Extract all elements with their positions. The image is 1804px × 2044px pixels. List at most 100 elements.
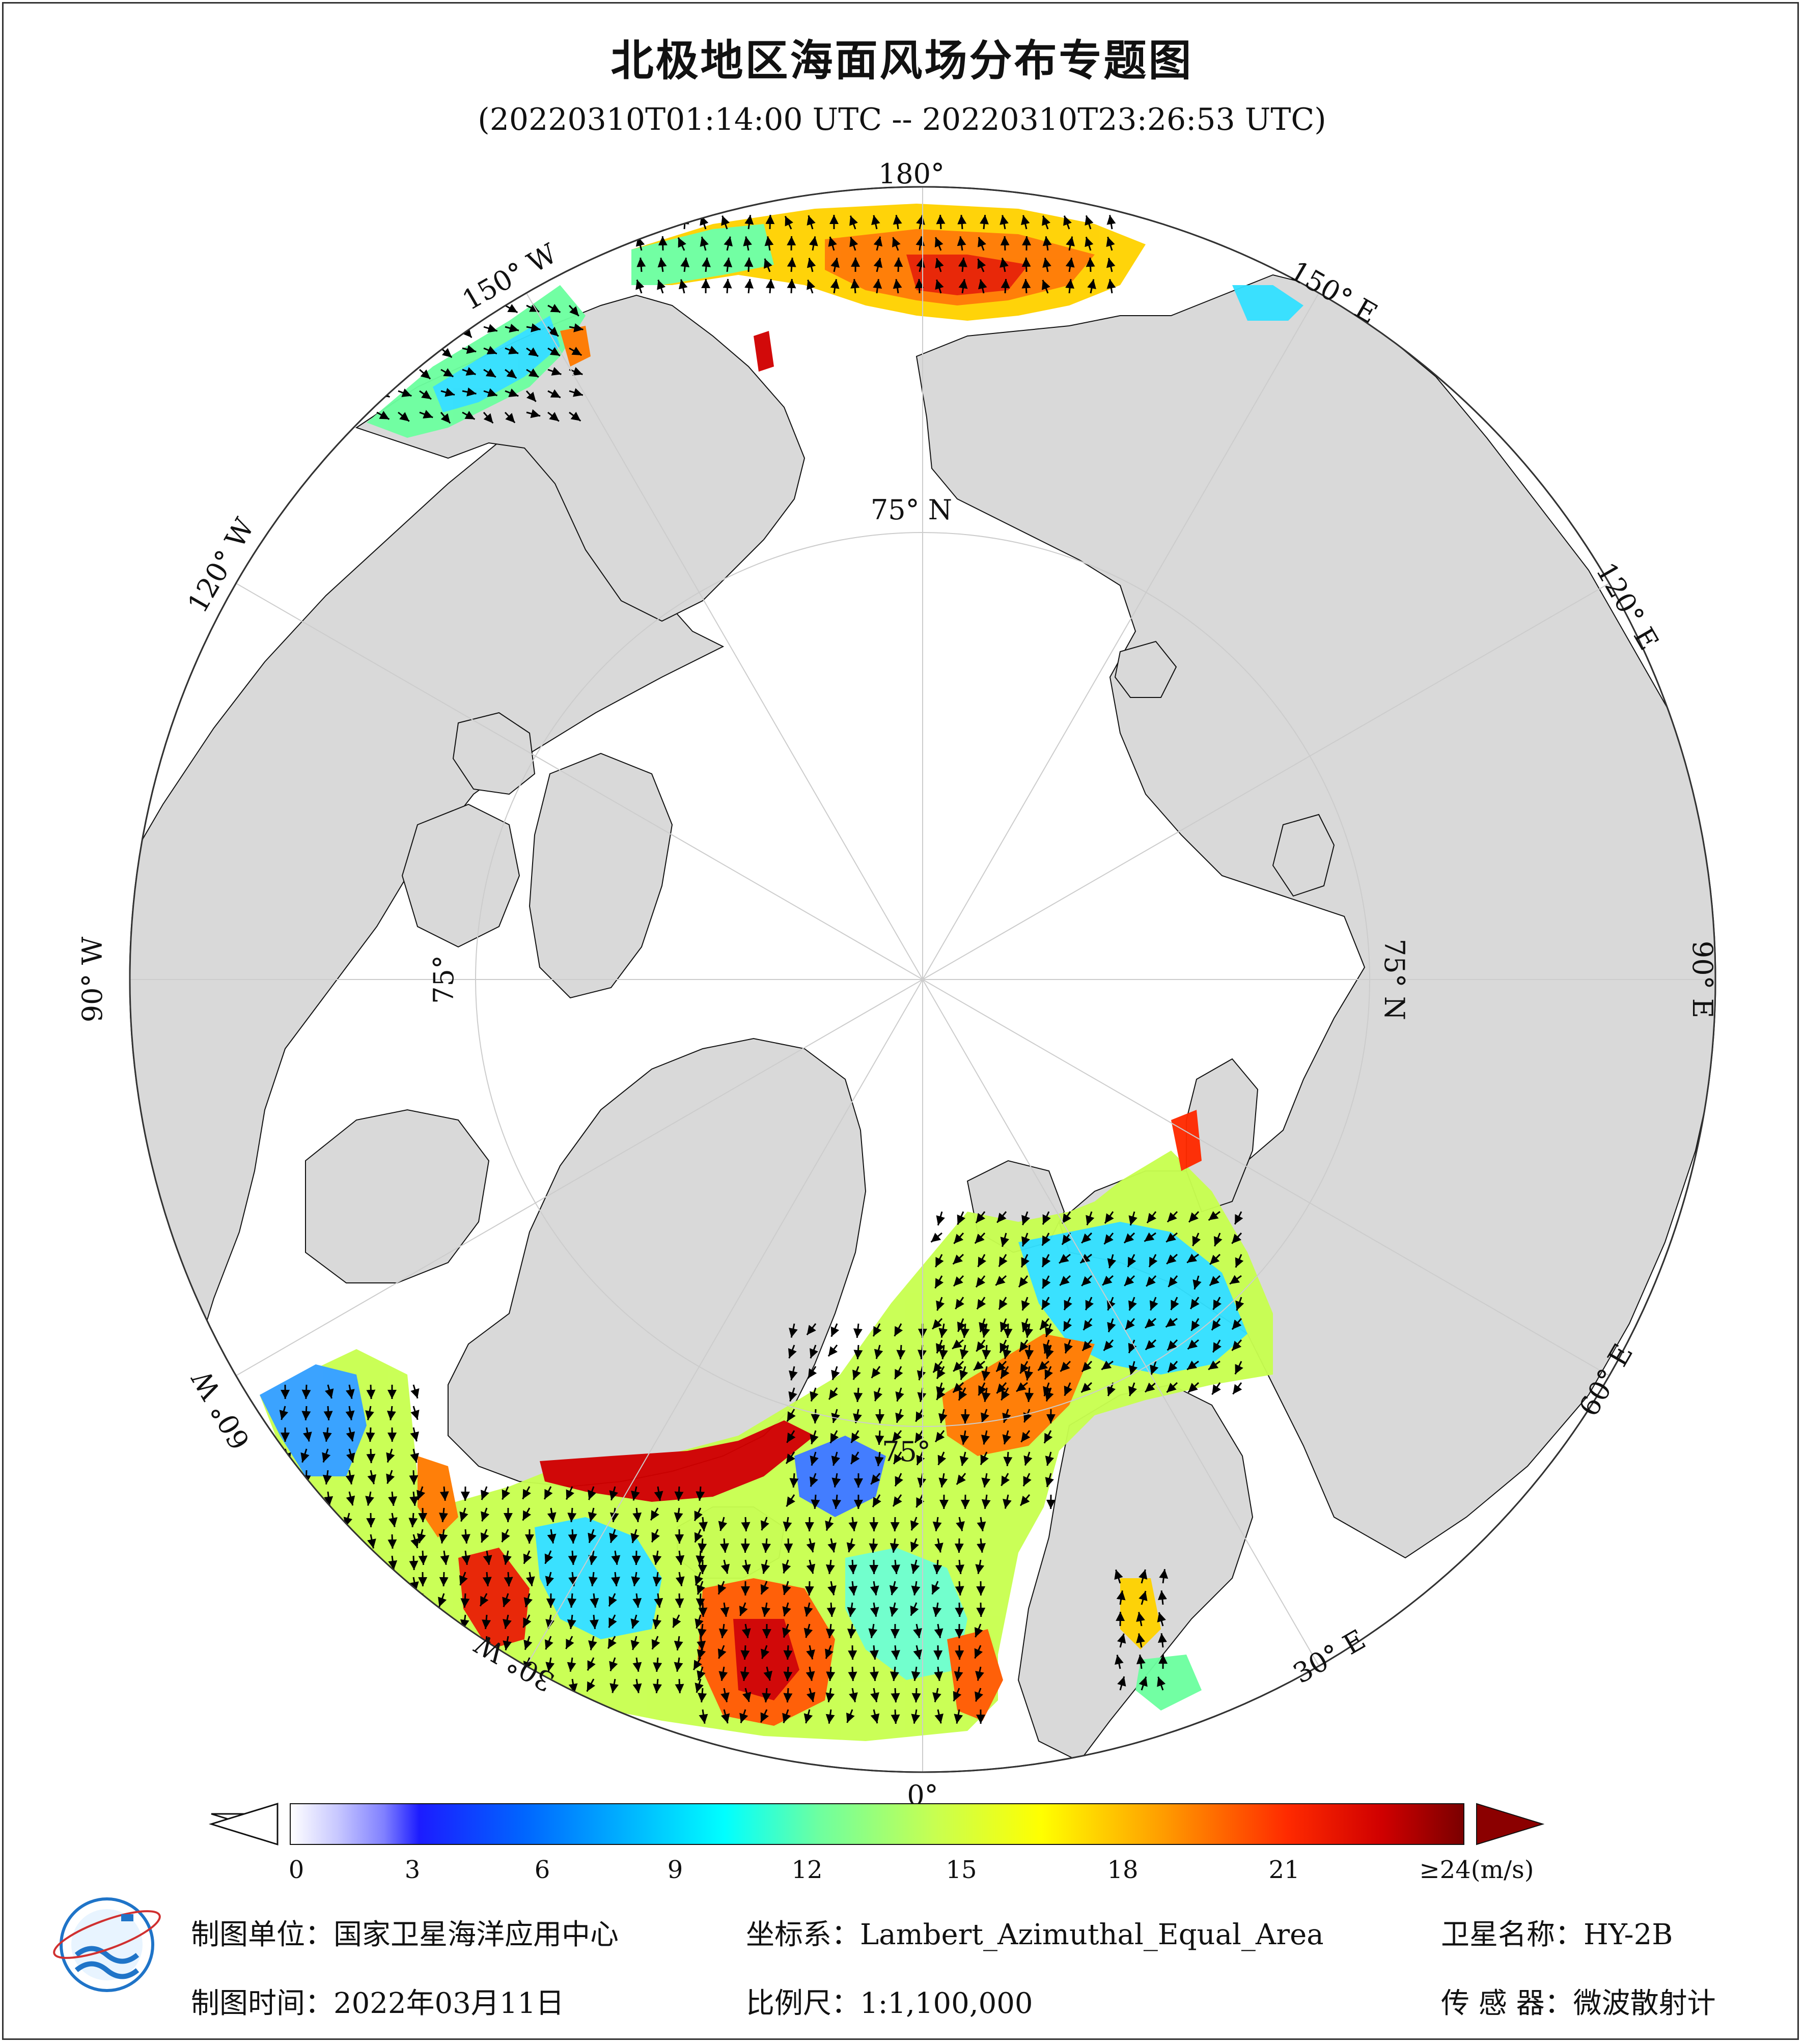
wind-arrow <box>832 1494 842 1509</box>
wind-arrow <box>978 237 986 251</box>
wind-arrow <box>483 1550 492 1565</box>
wind-arrow <box>482 1614 491 1630</box>
wind-arrow <box>910 1602 919 1616</box>
wind-arrow <box>680 214 689 230</box>
wind-arrow <box>1209 1275 1221 1286</box>
wind-arrow <box>952 1253 964 1265</box>
wind-arrow <box>1234 1211 1243 1225</box>
wind-arrow <box>873 236 883 251</box>
label-lat-75n-right: 75° N <box>1378 939 1410 1020</box>
wind-arrow <box>1158 1633 1167 1648</box>
wind-arrow <box>848 1645 857 1660</box>
wind-arrow <box>632 1657 642 1672</box>
wind-arrow <box>567 1614 576 1629</box>
wind-arrow <box>522 1507 532 1521</box>
wind-arrow <box>955 1645 964 1660</box>
wind-arrow <box>889 1602 899 1617</box>
wind-arrow <box>870 1709 880 1724</box>
wind-arrow <box>1167 1361 1178 1373</box>
wind-arrow <box>1063 1297 1072 1311</box>
wind-arrow <box>282 1513 291 1527</box>
wind-arrow <box>995 1275 1007 1286</box>
wind-arrow <box>1117 1633 1126 1648</box>
wind-arrow <box>611 1550 621 1565</box>
wind-arrow <box>397 326 409 338</box>
wind-arrow <box>958 257 967 272</box>
wind-arrow <box>1061 1233 1071 1245</box>
wind-arrow <box>807 215 816 230</box>
wind-arrow <box>890 1538 899 1553</box>
wind-arrow <box>547 303 561 313</box>
wind-arrow <box>417 1529 426 1544</box>
wind-arrow <box>806 1645 815 1660</box>
wind-arrow <box>609 1678 619 1693</box>
wind-arrow <box>346 1448 355 1463</box>
wind-arrow <box>569 347 582 356</box>
wind-arrow <box>831 1366 840 1381</box>
colorbar-gradient <box>290 1803 1464 1845</box>
wind-arrow <box>588 1572 598 1586</box>
wind-arrow <box>630 1529 640 1544</box>
wind-arrow <box>568 1529 577 1544</box>
wind-arrow <box>398 303 411 313</box>
wind-arrow <box>1157 1676 1166 1691</box>
wind-arrow <box>696 1593 705 1608</box>
wind-arrow <box>1021 1318 1031 1332</box>
wind-arrow <box>588 1636 597 1650</box>
wind-arrow <box>764 236 774 251</box>
wind-arrow <box>803 1623 813 1638</box>
wind-arrow <box>410 1384 420 1399</box>
wind-arrow <box>398 346 412 355</box>
wind-arrow <box>1167 1339 1178 1351</box>
wind-arrow <box>955 1581 964 1596</box>
wind-arrow <box>1189 1297 1200 1309</box>
wind-arrow <box>1062 1211 1071 1224</box>
wind-arrow <box>1023 1409 1032 1423</box>
wind-arrow <box>1138 1569 1148 1584</box>
wind-arrow <box>1086 257 1095 272</box>
wind-arrow <box>741 1517 751 1532</box>
wind-arrow <box>719 1538 729 1553</box>
wind-arrow <box>827 1538 837 1553</box>
wind-arrow <box>911 1666 921 1681</box>
wind-arrow <box>806 1538 816 1553</box>
wind-arrow <box>1042 258 1051 272</box>
cb-tick-6: 6 <box>534 1856 550 1884</box>
wind-arrow <box>1144 1232 1156 1242</box>
wind-arrow <box>873 279 882 294</box>
wind-arrow <box>324 1491 334 1506</box>
wind-arrow <box>724 236 733 251</box>
wind-arrow <box>978 1382 987 1396</box>
wind-arrow <box>977 1517 986 1531</box>
wind-arrow <box>1231 1339 1242 1351</box>
wind-arrow <box>1103 1339 1114 1352</box>
wind-arrow <box>388 1555 398 1570</box>
wind-arrow <box>914 1430 924 1443</box>
wind-arrow <box>1019 1361 1029 1374</box>
wind-arrow <box>282 1555 291 1570</box>
wind-arrow <box>870 1581 879 1595</box>
wind-arrow <box>1232 1382 1242 1395</box>
wind-arrow <box>301 1384 311 1399</box>
wind-arrow <box>953 1688 962 1702</box>
cb-tick-21: 21 <box>1268 1856 1300 1884</box>
wind-arrow <box>936 1382 945 1397</box>
wind-arrow <box>345 1406 355 1420</box>
wind-arrow <box>504 1678 513 1694</box>
wind-arrow <box>1002 1430 1011 1445</box>
wind-arrow <box>852 1366 861 1380</box>
wind-arrow <box>482 1678 492 1694</box>
wind-arrow <box>978 279 987 294</box>
wind-arrow <box>825 1709 835 1724</box>
wind-arrow <box>545 1572 554 1586</box>
wind-arrow <box>1016 1382 1028 1392</box>
wind-arrow <box>568 304 579 317</box>
wind-arrow <box>894 1473 903 1487</box>
wind-arrow <box>996 1382 1007 1394</box>
wind-arrow <box>825 1559 835 1574</box>
wind-arrow <box>936 1297 945 1311</box>
wind-arrow <box>651 1529 660 1543</box>
wind-arrow <box>788 1387 797 1402</box>
wind-arrow <box>672 1614 681 1628</box>
